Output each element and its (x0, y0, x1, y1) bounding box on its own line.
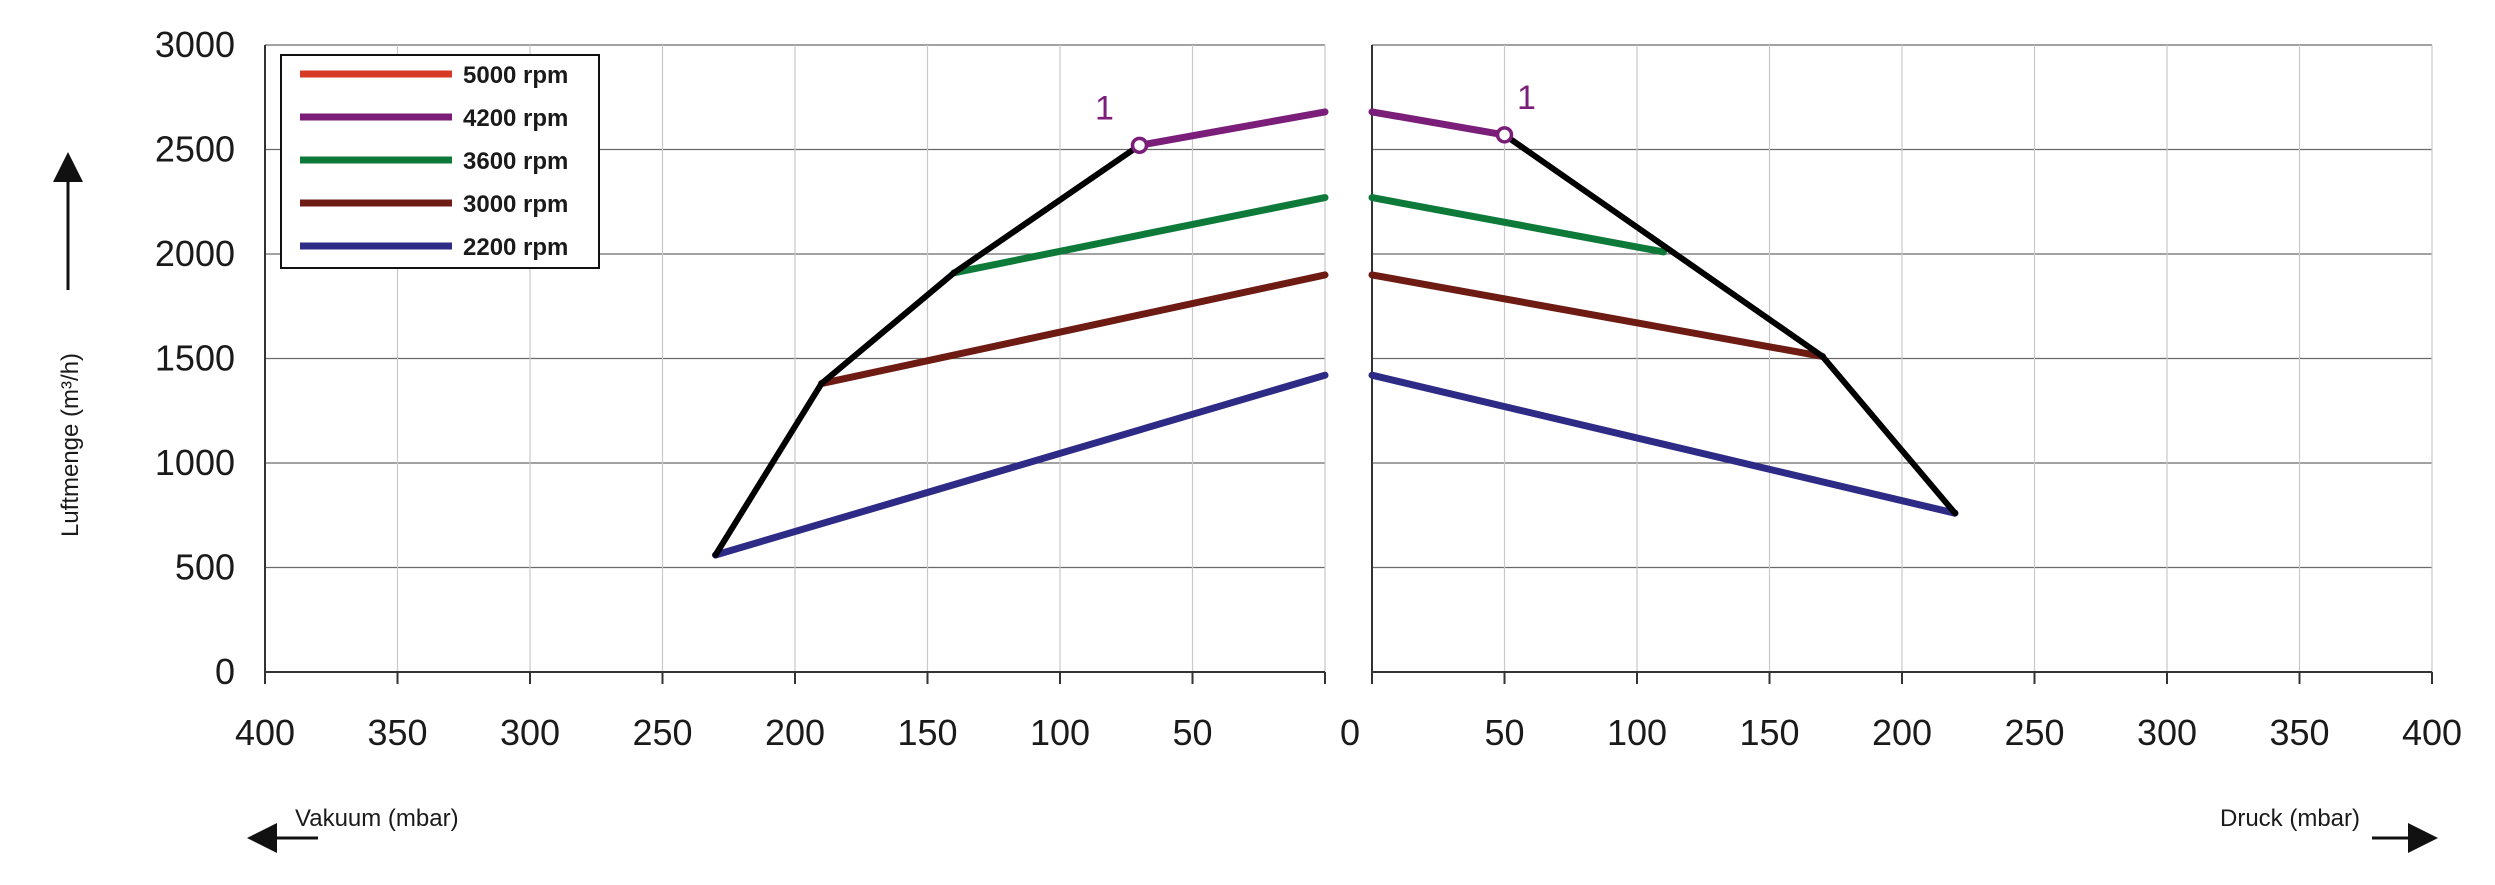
x-tick-label: 300 (2137, 712, 2197, 753)
y-axis-title: Luftmenge (m³/h) (57, 353, 84, 537)
axes (264, 45, 2433, 684)
series-line-3600-rpm (950, 194, 1329, 277)
series-line-4200-rpm (1136, 108, 1329, 149)
series-line-limit (1501, 131, 1958, 517)
x-tick-label: 250 (632, 712, 692, 753)
x-tick-label: 350 (367, 712, 427, 753)
x-tick-label: 300 (500, 712, 560, 753)
legend-label: 5000 rpm (463, 62, 568, 89)
y-tick-label: 2500 (155, 129, 235, 170)
y-tick-label: 1000 (155, 442, 235, 483)
series-line-2200-rpm (1368, 371, 1959, 517)
x-tick-label: 350 (2269, 712, 2329, 753)
x-tick-label: 200 (765, 712, 825, 753)
y-tick-label: 0 (215, 651, 235, 692)
operating-point-marker (1495, 126, 1514, 144)
operating-point-label: 1 (1517, 79, 1536, 117)
x-tick-label: 50 (1484, 712, 1524, 753)
y-tick-label: 1500 (155, 338, 235, 379)
legend-label: 4200 rpm (463, 105, 568, 132)
x-tick-label: 250 (2004, 712, 2064, 753)
series-line-2200-rpm (712, 371, 1329, 559)
legend: 5000 rpm 4200 rpm 3600 rpm 3000 rpm 2200 rpm (280, 54, 600, 269)
series-line-limit (712, 142, 1143, 558)
x-tick-label: 200 (1872, 712, 1932, 753)
y-tick-label: 500 (175, 547, 235, 588)
series-line-3000-rpm (1368, 271, 1826, 360)
pressure-axis-title: Druck (mbar) (2220, 805, 2360, 832)
x-tick-label: 100 (1607, 712, 1667, 753)
x-tick-label: 0 (1340, 712, 1360, 753)
operating-point-marker (1130, 136, 1149, 155)
x-tick-label: 150 (1739, 712, 1799, 753)
x-tick-label: 100 (1030, 712, 1090, 753)
x-tick-label: 400 (235, 712, 295, 753)
operating-point-label: 1 (1095, 89, 1114, 127)
x-tick-label: 150 (897, 712, 957, 753)
vacuum-axis-title: Vakuum (mbar) (295, 805, 459, 832)
legend-label: 2200 rpm (463, 234, 568, 261)
series-line-3000-rpm (818, 271, 1329, 388)
x-tick-label: 50 (1172, 712, 1212, 753)
series-line-4200-rpm (1368, 108, 1508, 139)
y-tick-label: 3000 (155, 24, 235, 65)
legend-label: 3000 rpm (463, 191, 568, 218)
series-lines (712, 108, 1959, 559)
legend-label: 3600 rpm (463, 148, 568, 175)
x-tick-label: 400 (2402, 712, 2462, 753)
y-tick-label: 2000 (155, 233, 235, 274)
series-line-3600-rpm (1368, 194, 1667, 256)
